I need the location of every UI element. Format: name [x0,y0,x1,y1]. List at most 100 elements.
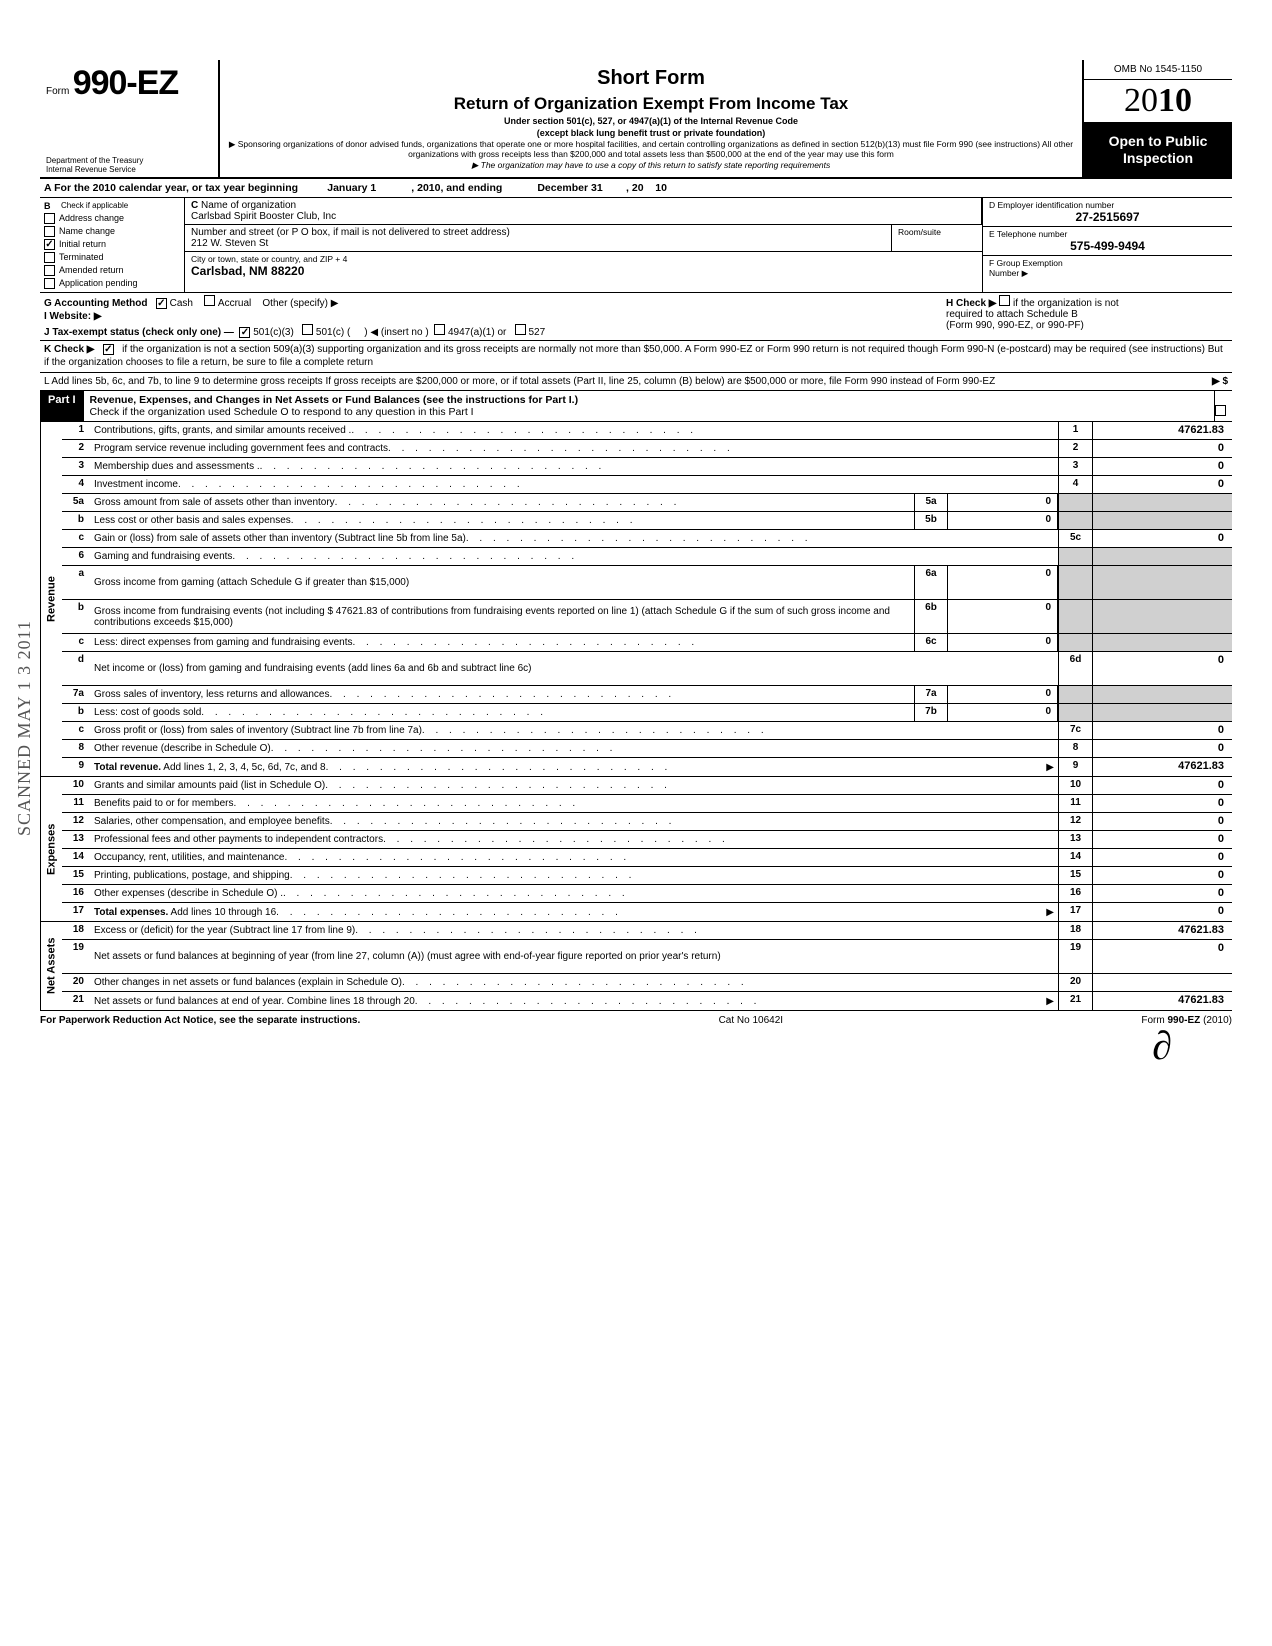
line-3: 3Membership dues and assessments . . . .… [62,458,1232,476]
line-desc: Gain or (loss) from sale of assets other… [90,530,1058,547]
mid-line-value: 0 [948,686,1058,703]
line-desc: Salaries, other compensation, and employ… [90,813,1058,830]
line-number: 16 [62,885,90,902]
line-b: bLess cost or other basis and sales expe… [62,512,1232,530]
expenses-label: Expenses [40,777,62,921]
mid-line-number: 7b [914,704,948,721]
line-desc: Total revenue. Add lines 1, 2, 3, 4, 5c,… [90,758,1058,776]
line-number: 3 [62,458,90,475]
checkbox[interactable] [44,252,55,263]
right-line-number [1058,634,1092,651]
right-line-value: 47621.83 [1092,758,1232,776]
line-desc: Gross sales of inventory, less returns a… [90,686,914,703]
line-desc: Less: direct expenses from gaming and fu… [90,634,914,651]
title1: Short Form [228,66,1074,91]
expenses-section: Expenses 10Grants and similar amounts pa… [40,777,1232,922]
form-prefix: Form [46,86,69,97]
org-name: Carlsbad Spirit Booster Club, Inc [191,211,336,222]
line-number: b [62,512,90,529]
line-desc: Less: cost of goods sold . . . . . . . .… [90,704,914,721]
accrual-checkbox[interactable] [204,295,215,306]
line-11: 11Benefits paid to or for members . . . … [62,795,1232,813]
right-line-number: 13 [1058,831,1092,848]
cash-checkbox[interactable]: ✓ [156,298,167,309]
right-line-value: 0 [1092,849,1232,866]
k-checkbox[interactable]: ✓ [103,344,114,355]
line-14: 14Occupancy, rent, utilities, and mainte… [62,849,1232,867]
line-number: 14 [62,849,90,866]
right-line-number [1058,566,1092,599]
mid-line-value: 0 [948,634,1058,651]
line-desc: Gaming and fundraising events . . . . . … [90,548,1058,565]
line-desc: Occupancy, rent, utilities, and maintena… [90,849,1058,866]
right-line-number: 2 [1058,440,1092,457]
line-desc: Net income or (loss) from gaming and fun… [90,652,1058,685]
line-4: 4Investment income . . . . . . . . . . .… [62,476,1232,494]
line-desc: Benefits paid to or for members . . . . … [90,795,1058,812]
period-end: December 31 [537,182,602,194]
mid-line-value: 0 [948,704,1058,721]
check-initial-return: ✓Initial return [44,238,180,251]
right-line-value: 0 [1092,476,1232,493]
line-12: 12Salaries, other compensation, and empl… [62,813,1232,831]
line-desc: Printing, publications, postage, and shi… [90,867,1058,884]
527-checkbox[interactable] [515,324,526,335]
right-line-value: 47621.83 [1092,992,1232,1010]
mid-line-number: 6a [914,566,948,599]
revenue-section: Revenue 1Contributions, gifts, grants, a… [40,422,1232,777]
checkbox[interactable] [44,226,55,237]
line-c: cLess: direct expenses from gaming and f… [62,634,1232,652]
revenue-label: Revenue [40,422,62,776]
line-number: a [62,566,90,599]
line-number: 15 [62,867,90,884]
mid-line-value: 0 [948,512,1058,529]
under-section2: (except black lung benefit trust or priv… [228,128,1074,139]
netassets-label: Net Assets [40,922,62,1010]
right-line-number: 8 [1058,740,1092,757]
mid-line-number: 6b [914,600,948,633]
entity-block: B Check if applicable Address changeName… [40,198,1232,293]
line-number: 7a [62,686,90,703]
line-number: 21 [62,992,90,1010]
right-line-number [1058,512,1092,529]
period-begin: January 1 [327,182,376,194]
part1-schedule-o-checkbox[interactable] [1214,391,1232,421]
check-amended-return: Amended return [44,264,180,277]
h-checkbox[interactable] [999,295,1010,306]
line-number: 12 [62,813,90,830]
right-line-value: 47621.83 [1092,922,1232,939]
501c3-checkbox[interactable]: ✓ [239,327,250,338]
checkbox[interactable] [44,265,55,276]
line-c: cGross profit or (loss) from sales of in… [62,722,1232,740]
line-21: 21Net assets or fund balances at end of … [62,992,1232,1010]
line-2: 2Program service revenue including gover… [62,440,1232,458]
org-city: Carlsbad, NM 88220 [191,264,304,278]
right-line-value [1092,512,1232,529]
part1-label: Part I [40,391,84,421]
checkbox[interactable] [44,278,55,289]
4947-checkbox[interactable] [434,324,445,335]
501c-checkbox[interactable] [302,324,313,335]
row-l: L Add lines 5b, 6c, and 7b, to line 9 to… [40,373,1232,392]
mid-line-number: 5b [914,512,948,529]
ein: 27-2515697 [989,210,1226,224]
right-line-value: 0 [1092,813,1232,830]
right-line-value: 0 [1092,777,1232,794]
line-number: 2 [62,440,90,457]
line-number: c [62,634,90,651]
dept-line2: Internal Revenue Service [46,166,212,175]
line-number: c [62,530,90,547]
checkbox[interactable] [44,213,55,224]
line-number: 20 [62,974,90,991]
netassets-section: Net Assets 18Excess or (deficit) for the… [40,922,1232,1011]
right-line-value [1092,974,1232,991]
open-to-public: Open to Public Inspection [1084,122,1232,177]
right-line-value [1092,600,1232,633]
org-address: 212 W. Steven St [191,238,268,249]
mid-line-value: 0 [948,566,1058,599]
line-desc: Gross profit or (loss) from sales of inv… [90,722,1058,739]
right-line-value: 0 [1092,530,1232,547]
line-desc: Total expenses. Add lines 10 through 16 … [90,903,1058,921]
checkbox[interactable]: ✓ [44,239,55,250]
right-line-number: 16 [1058,885,1092,902]
